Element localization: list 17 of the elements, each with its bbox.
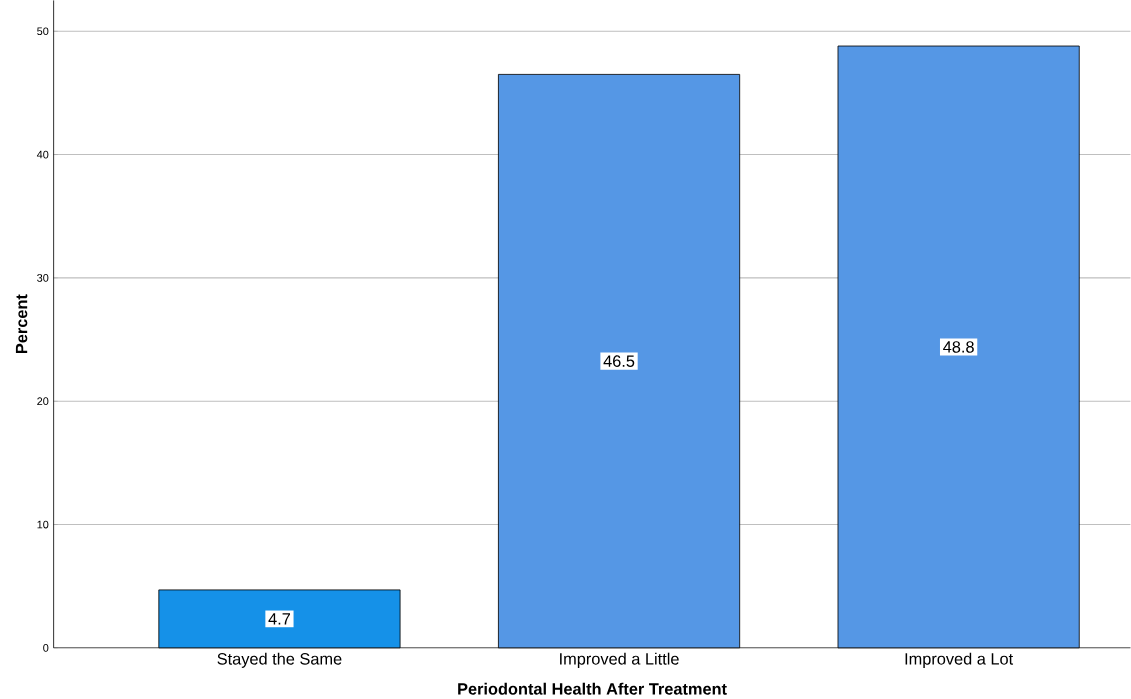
- x-tick-label: Stayed the Same: [217, 652, 342, 668]
- y-axis-title: Percent: [15, 294, 28, 353]
- y-tick-label: 40: [36, 150, 49, 159]
- bar: [158, 589, 401, 649]
- x-tick-label: Improved a Lot: [905, 652, 1014, 668]
- bar: [837, 45, 1080, 649]
- data-label: 4.7: [268, 613, 290, 625]
- y-tick-label: 30: [37, 273, 49, 282]
- data-label: 46.5: [603, 355, 635, 367]
- y-tick-label: 0: [43, 643, 49, 652]
- bar: [498, 73, 741, 649]
- x-axis-title: Periodontal Health After Treatment: [458, 682, 727, 695]
- y-tick-label: 20: [37, 397, 49, 405]
- x-tick-label: Improved a Little: [560, 652, 679, 668]
- y-tick-label: 50: [37, 27, 49, 35]
- data-label: 48.8: [943, 341, 974, 353]
- y-tick-label: 10: [37, 520, 49, 529]
